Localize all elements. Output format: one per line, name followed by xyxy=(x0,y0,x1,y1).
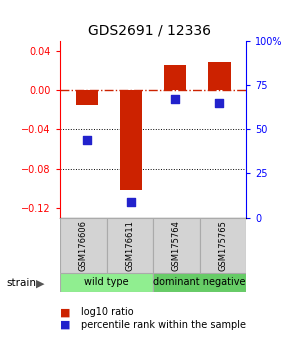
Text: GSM176606: GSM176606 xyxy=(79,219,88,271)
Bar xyxy=(60,273,153,292)
Text: ■: ■ xyxy=(60,320,70,330)
Text: log10 ratio: log10 ratio xyxy=(81,307,134,317)
Text: percentile rank within the sample: percentile rank within the sample xyxy=(81,320,246,330)
Bar xyxy=(120,90,142,190)
Text: dominant negative: dominant negative xyxy=(153,277,246,287)
Text: ▶: ▶ xyxy=(36,278,45,288)
Text: GSM175764: GSM175764 xyxy=(172,220,181,270)
Bar xyxy=(153,273,246,292)
Point xyxy=(84,137,89,143)
Point xyxy=(173,96,178,102)
Text: GSM175765: GSM175765 xyxy=(218,220,227,270)
Text: ■: ■ xyxy=(60,307,70,317)
Bar xyxy=(164,65,186,90)
Bar xyxy=(76,90,98,105)
Bar xyxy=(60,218,106,273)
Text: GDS2691 / 12336: GDS2691 / 12336 xyxy=(88,24,212,38)
Bar xyxy=(153,218,200,273)
Point xyxy=(217,100,222,105)
Point xyxy=(128,199,133,205)
Bar xyxy=(200,218,246,273)
Text: wild type: wild type xyxy=(84,277,129,287)
Text: strain: strain xyxy=(6,278,36,288)
Bar xyxy=(208,62,230,90)
Bar xyxy=(106,218,153,273)
Text: GSM176611: GSM176611 xyxy=(125,220,134,270)
